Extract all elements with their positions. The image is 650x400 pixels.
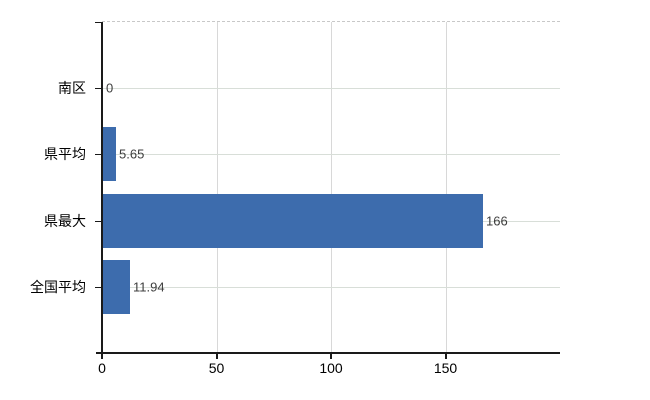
category-label: 県平均: [44, 146, 86, 163]
x-axis-tick: [444, 354, 447, 359]
value-label: 5.65: [119, 146, 145, 162]
x-axis-line: [96, 352, 560, 354]
y-axis-line: [101, 22, 103, 353]
bar: [103, 259, 130, 314]
category-label: 県最大: [44, 212, 86, 229]
bar: [103, 127, 116, 182]
value-label: 166: [486, 213, 508, 229]
x-tick-label: 150: [433, 360, 458, 376]
plot-top-border: [102, 21, 560, 22]
y-axis-tick: [95, 154, 102, 156]
x-tick-label: 0: [98, 360, 106, 376]
x-tick-label: 50: [208, 360, 225, 376]
value-label: 0: [106, 80, 114, 96]
x-tick-label: 100: [319, 360, 343, 376]
x-axis-tick: [330, 354, 332, 359]
vertical-gridline: [331, 22, 332, 353]
y-axis-tick: [95, 220, 102, 222]
x-axis-tick: [101, 354, 103, 359]
horizontal-gridline: [102, 154, 560, 156]
value-label: 11.94: [133, 279, 165, 295]
horizontal-gridline: [102, 88, 560, 90]
y-axis-tick: [95, 88, 102, 90]
vertical-gridline: [445, 22, 447, 353]
y-axis-top-tick: [95, 22, 102, 23]
x-axis-tick: [215, 354, 218, 359]
y-axis-tick: [95, 286, 102, 288]
horizontal-gridline: [102, 286, 560, 288]
category-label: 南区: [58, 80, 86, 97]
category-label: 全国平均: [30, 278, 86, 295]
bar: [103, 193, 483, 248]
vertical-gridline: [216, 22, 218, 353]
